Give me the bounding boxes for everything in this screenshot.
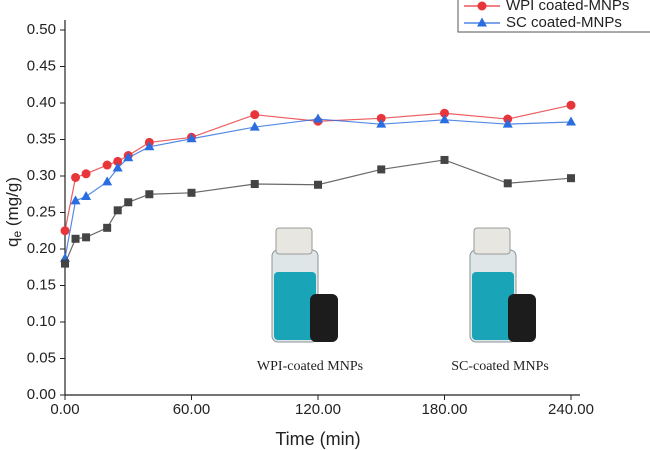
marker — [503, 179, 512, 188]
y-label-unit: (mg/g) — [3, 177, 22, 231]
marker — [124, 198, 133, 207]
marker — [81, 190, 92, 200]
marker — [566, 116, 576, 126]
y-tick-label: 0.40 — [27, 94, 56, 111]
marker — [71, 172, 81, 182]
marker — [377, 165, 386, 174]
legend-label: WPI coated-MNPs — [506, 0, 629, 14]
marker — [376, 113, 386, 123]
annotation: WPI-coated MNPs — [257, 359, 363, 374]
marker — [440, 108, 449, 118]
y-tick-label: 0.50 — [27, 21, 56, 38]
marker — [145, 190, 154, 199]
marker — [144, 141, 155, 151]
marker — [70, 195, 81, 205]
vial-right — [469, 227, 536, 343]
marker — [439, 114, 450, 124]
marker — [440, 155, 449, 164]
x-tick-label: 240.00 — [548, 401, 594, 418]
marker — [250, 110, 260, 120]
marker — [112, 162, 123, 172]
marker — [502, 118, 513, 128]
legend-box — [457, 0, 650, 33]
marker — [82, 233, 91, 242]
vial-left — [271, 227, 338, 343]
marker — [249, 121, 260, 131]
y-label-subscript: e — [10, 231, 24, 238]
marker — [187, 188, 196, 197]
marker — [81, 169, 91, 179]
marker — [103, 223, 112, 232]
legend-label: SC coated-MNPs — [506, 14, 622, 31]
x-tick-label: 0.00 — [50, 401, 79, 418]
y-tick-label: 0.20 — [27, 240, 56, 257]
x-axis-label: Time (min) — [275, 429, 360, 449]
marker — [113, 206, 122, 215]
annotation: SC-coated MNPs — [451, 359, 549, 374]
y-tick-label: 0.30 — [27, 167, 56, 184]
marker — [566, 100, 576, 110]
x-tick-label: 120.00 — [295, 401, 341, 418]
y-tick-label: 0.35 — [27, 130, 56, 147]
series-line — [64, 118, 572, 259]
y-axis-label: qe (mg/g) — [3, 177, 24, 247]
marker — [102, 160, 112, 170]
y-tick-label: 0.00 — [27, 386, 56, 403]
marker — [60, 226, 70, 236]
marker — [186, 133, 197, 143]
x-tick-label: 180.00 — [422, 401, 468, 418]
y-tick-label: 0.45 — [27, 57, 56, 74]
marker — [250, 180, 259, 189]
marker — [123, 152, 134, 162]
legend-marker — [477, 1, 487, 11]
marker — [567, 174, 575, 183]
y-label-symbol: q — [3, 238, 22, 247]
marker — [113, 156, 123, 166]
marker — [376, 118, 387, 128]
y-tick-label: 0.05 — [27, 349, 56, 366]
marker — [313, 113, 323, 123]
y-tick-label: 0.25 — [27, 203, 56, 220]
legend-marker — [477, 17, 487, 27]
marker — [61, 259, 69, 268]
marker — [314, 180, 322, 189]
marker — [102, 176, 113, 186]
y-tick-label: 0.15 — [27, 276, 56, 293]
x-tick-label: 60.00 — [173, 401, 211, 418]
y-tick-label: 0.10 — [27, 313, 56, 330]
marker — [71, 234, 80, 243]
